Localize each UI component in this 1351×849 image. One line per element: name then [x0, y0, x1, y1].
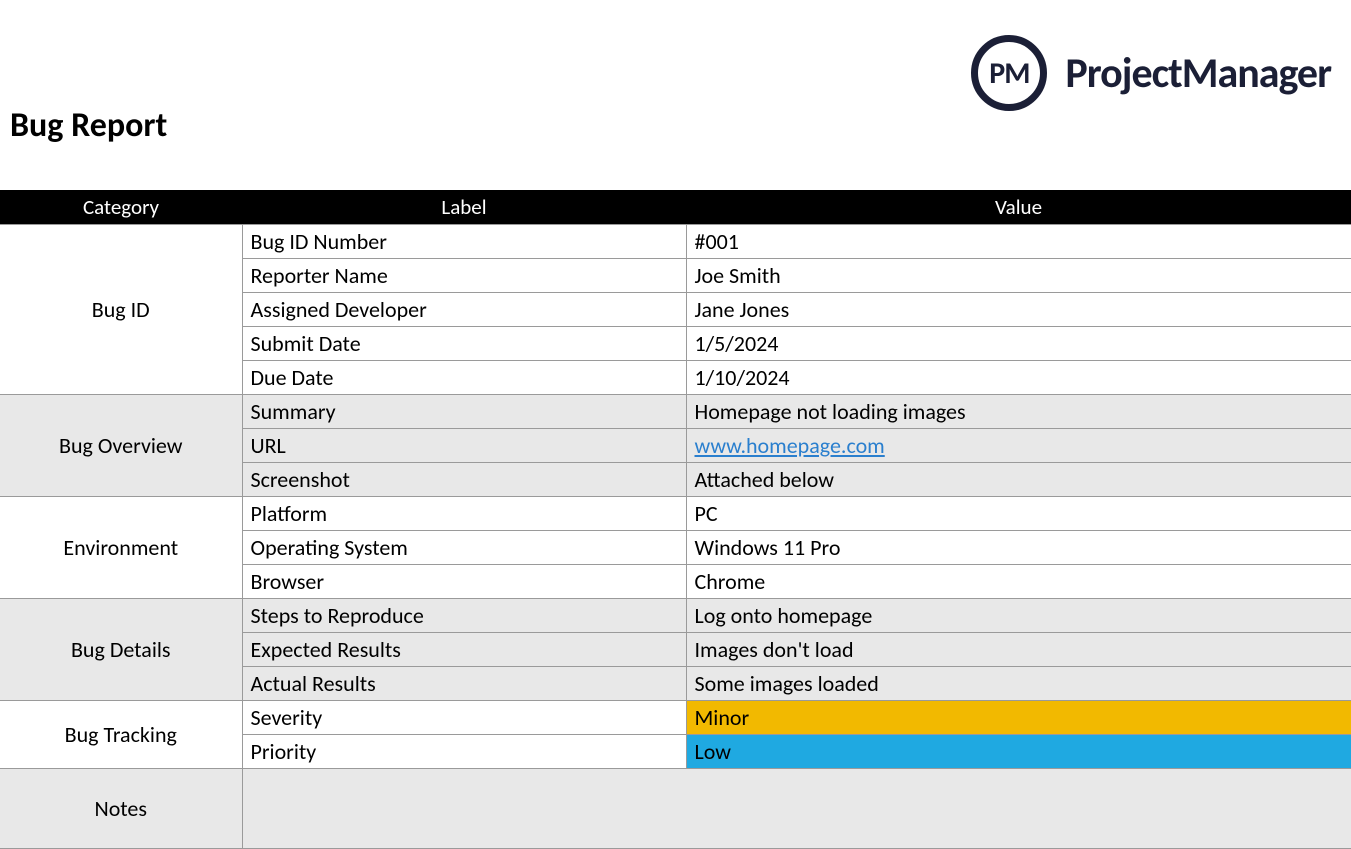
label-cell: Screenshot [242, 463, 686, 497]
page-title: Bug Report [10, 105, 167, 146]
header-category: Category [0, 190, 242, 225]
label-cell: Bug ID Number [242, 225, 686, 259]
value-cell: 1/10/2024 [686, 361, 1351, 395]
label-cell: Severity [242, 701, 686, 735]
category-cell: Bug Details [0, 599, 242, 701]
value-cell: Joe Smith [686, 259, 1351, 293]
category-cell: Bug Tracking [0, 701, 242, 769]
value-cell: Some images loaded [686, 667, 1351, 701]
label-cell: Platform [242, 497, 686, 531]
value-cell: Homepage not loading images [686, 395, 1351, 429]
bug-report-table: Category Label Value Bug IDBug ID Number… [0, 190, 1351, 849]
notes-category-cell: Notes [0, 769, 242, 849]
notes-row: Notes [0, 769, 1351, 849]
category-cell: Environment [0, 497, 242, 599]
value-cell: Log onto homepage [686, 599, 1351, 633]
value-cell: 1/5/2024 [686, 327, 1351, 361]
label-cell: Reporter Name [242, 259, 686, 293]
value-cell: Images don't load [686, 633, 1351, 667]
url-link[interactable]: www.homepage.com [695, 432, 885, 459]
table-row: Bug IDBug ID Number#001 [0, 225, 1351, 259]
logo-text: ProjectManager [1065, 48, 1331, 99]
header-area: Bug Report PM ProjectManager [0, 0, 1351, 190]
label-cell: Expected Results [242, 633, 686, 667]
category-cell: Bug Overview [0, 395, 242, 497]
table-row: Bug TrackingSeverityMinor [0, 701, 1351, 735]
value-cell[interactable]: www.homepage.com [686, 429, 1351, 463]
label-cell: Assigned Developer [242, 293, 686, 327]
value-cell: PC [686, 497, 1351, 531]
table-header-row: Category Label Value [0, 190, 1351, 225]
label-cell: Actual Results [242, 667, 686, 701]
value-cell: #001 [686, 225, 1351, 259]
header-label: Label [242, 190, 686, 225]
table-row: Bug OverviewSummaryHomepage not loading … [0, 395, 1351, 429]
label-cell: Steps to Reproduce [242, 599, 686, 633]
header-value: Value [686, 190, 1351, 225]
label-cell: URL [242, 429, 686, 463]
value-cell: Minor [686, 701, 1351, 735]
label-cell: Browser [242, 565, 686, 599]
label-cell: Due Date [242, 361, 686, 395]
value-cell: Jane Jones [686, 293, 1351, 327]
label-cell: Submit Date [242, 327, 686, 361]
table-row: Bug DetailsSteps to ReproduceLog onto ho… [0, 599, 1351, 633]
value-cell: Windows 11 Pro [686, 531, 1351, 565]
notes-value-cell [242, 769, 1351, 849]
value-cell: Chrome [686, 565, 1351, 599]
category-cell: Bug ID [0, 225, 242, 395]
logo-mark: PM [989, 55, 1029, 92]
label-cell: Operating System [242, 531, 686, 565]
value-cell: Low [686, 735, 1351, 769]
label-cell: Priority [242, 735, 686, 769]
logo-icon: PM [971, 35, 1047, 111]
label-cell: Summary [242, 395, 686, 429]
table-row: EnvironmentPlatformPC [0, 497, 1351, 531]
logo-block: PM ProjectManager [971, 35, 1331, 111]
value-cell: Attached below [686, 463, 1351, 497]
